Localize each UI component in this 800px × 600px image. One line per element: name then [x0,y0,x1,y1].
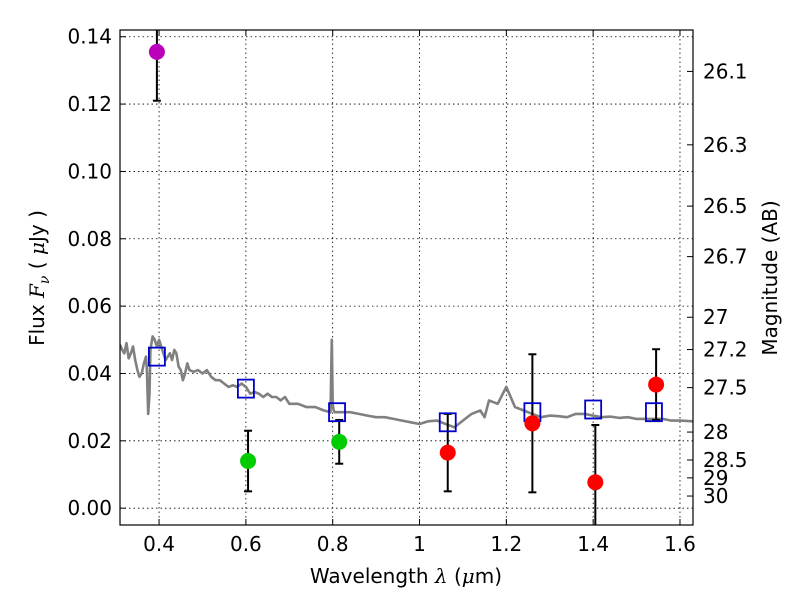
y-axis-title-unit-rest: Jy ) [25,210,49,244]
data-point [648,376,665,393]
model-photometry-square [147,346,166,367]
y-axis-title: Flux Fν ( μJy ) [25,210,53,346]
x-tick-label: 0.8 [317,532,349,556]
data-point [148,43,165,60]
data-point [240,453,257,470]
y-tick-label: 0.04 [67,361,112,385]
y-tick-label: 0.10 [67,159,112,183]
model-spectrum [120,335,693,429]
data-point [439,444,456,461]
x-axis-title: Wavelength λ (μm) [310,564,502,588]
y-tick-label: 0.00 [67,496,112,520]
y2-tick-label: 27 [703,305,728,329]
y2-tick-label: 27.5 [703,376,748,400]
y-tick-label: 0.02 [67,429,112,453]
y-tick-label: 0.14 [67,25,112,49]
axes: 0.4 0.6 0.8 1 1.2 1.4 1.6 0.00 0.02 0.04 0.06 0.08 0… [67,25,747,556]
x-tick-label: 1.4 [577,532,609,556]
model-photometry-square [584,399,603,420]
y-axis-title-unit-open: ( [25,255,49,276]
model-photometry-square [645,402,663,423]
y2-tick-label: 28.5 [703,448,748,472]
data-point [587,474,604,491]
data-point [524,415,541,432]
y2-tick-label: 26.3 [703,133,748,157]
y-axis-title-unit-mu: μ [25,242,49,255]
plot-frame [119,29,694,526]
y2-tick-label: 30 [703,484,728,508]
x-axis-title-unit-rest: m) [475,564,502,588]
data-point [331,433,348,450]
x-axis-title-symbol: λ [434,564,448,588]
y2-tick-label: 28 [703,420,728,444]
x-tick-label: 1.6 [664,532,696,556]
x-tick-label: 0.4 [143,532,175,556]
y2-tick-label: 29 [703,466,728,490]
y2-tick-label: 27.2 [703,338,748,362]
y-tick-label: 0.08 [67,227,112,251]
model-photometry-square [236,378,255,399]
y-tick-label: 0.06 [67,294,112,318]
y2-axis-title: Magnitude (AB) [758,200,782,355]
x-tick-label: 1 [413,532,426,556]
y-axis-title-sub: ν [37,275,53,284]
y2-tick-label: 26.7 [703,245,748,269]
model-photometry-square [438,412,457,433]
data-markers [147,43,665,491]
spectrum-line [120,335,693,429]
x-axis-title-prefix: Wavelength [310,564,435,588]
x-axis-title-unit-open: ( [448,564,462,588]
x-axis-title-unit-mu: μ [462,564,475,588]
y-axis-title-prefix: Flux [25,298,49,346]
y-tick-label: 0.12 [67,92,112,116]
grid [120,30,693,525]
y-axis-title-symbol: F [25,283,49,299]
y2-tick-label: 26.5 [703,194,748,218]
model-photometry-square [328,402,346,423]
x-tick-label: 1.2 [490,532,522,556]
plot-area [120,30,693,525]
y2-tick-label: 26.1 [703,59,748,83]
x-tick-label: 0.6 [230,532,262,556]
